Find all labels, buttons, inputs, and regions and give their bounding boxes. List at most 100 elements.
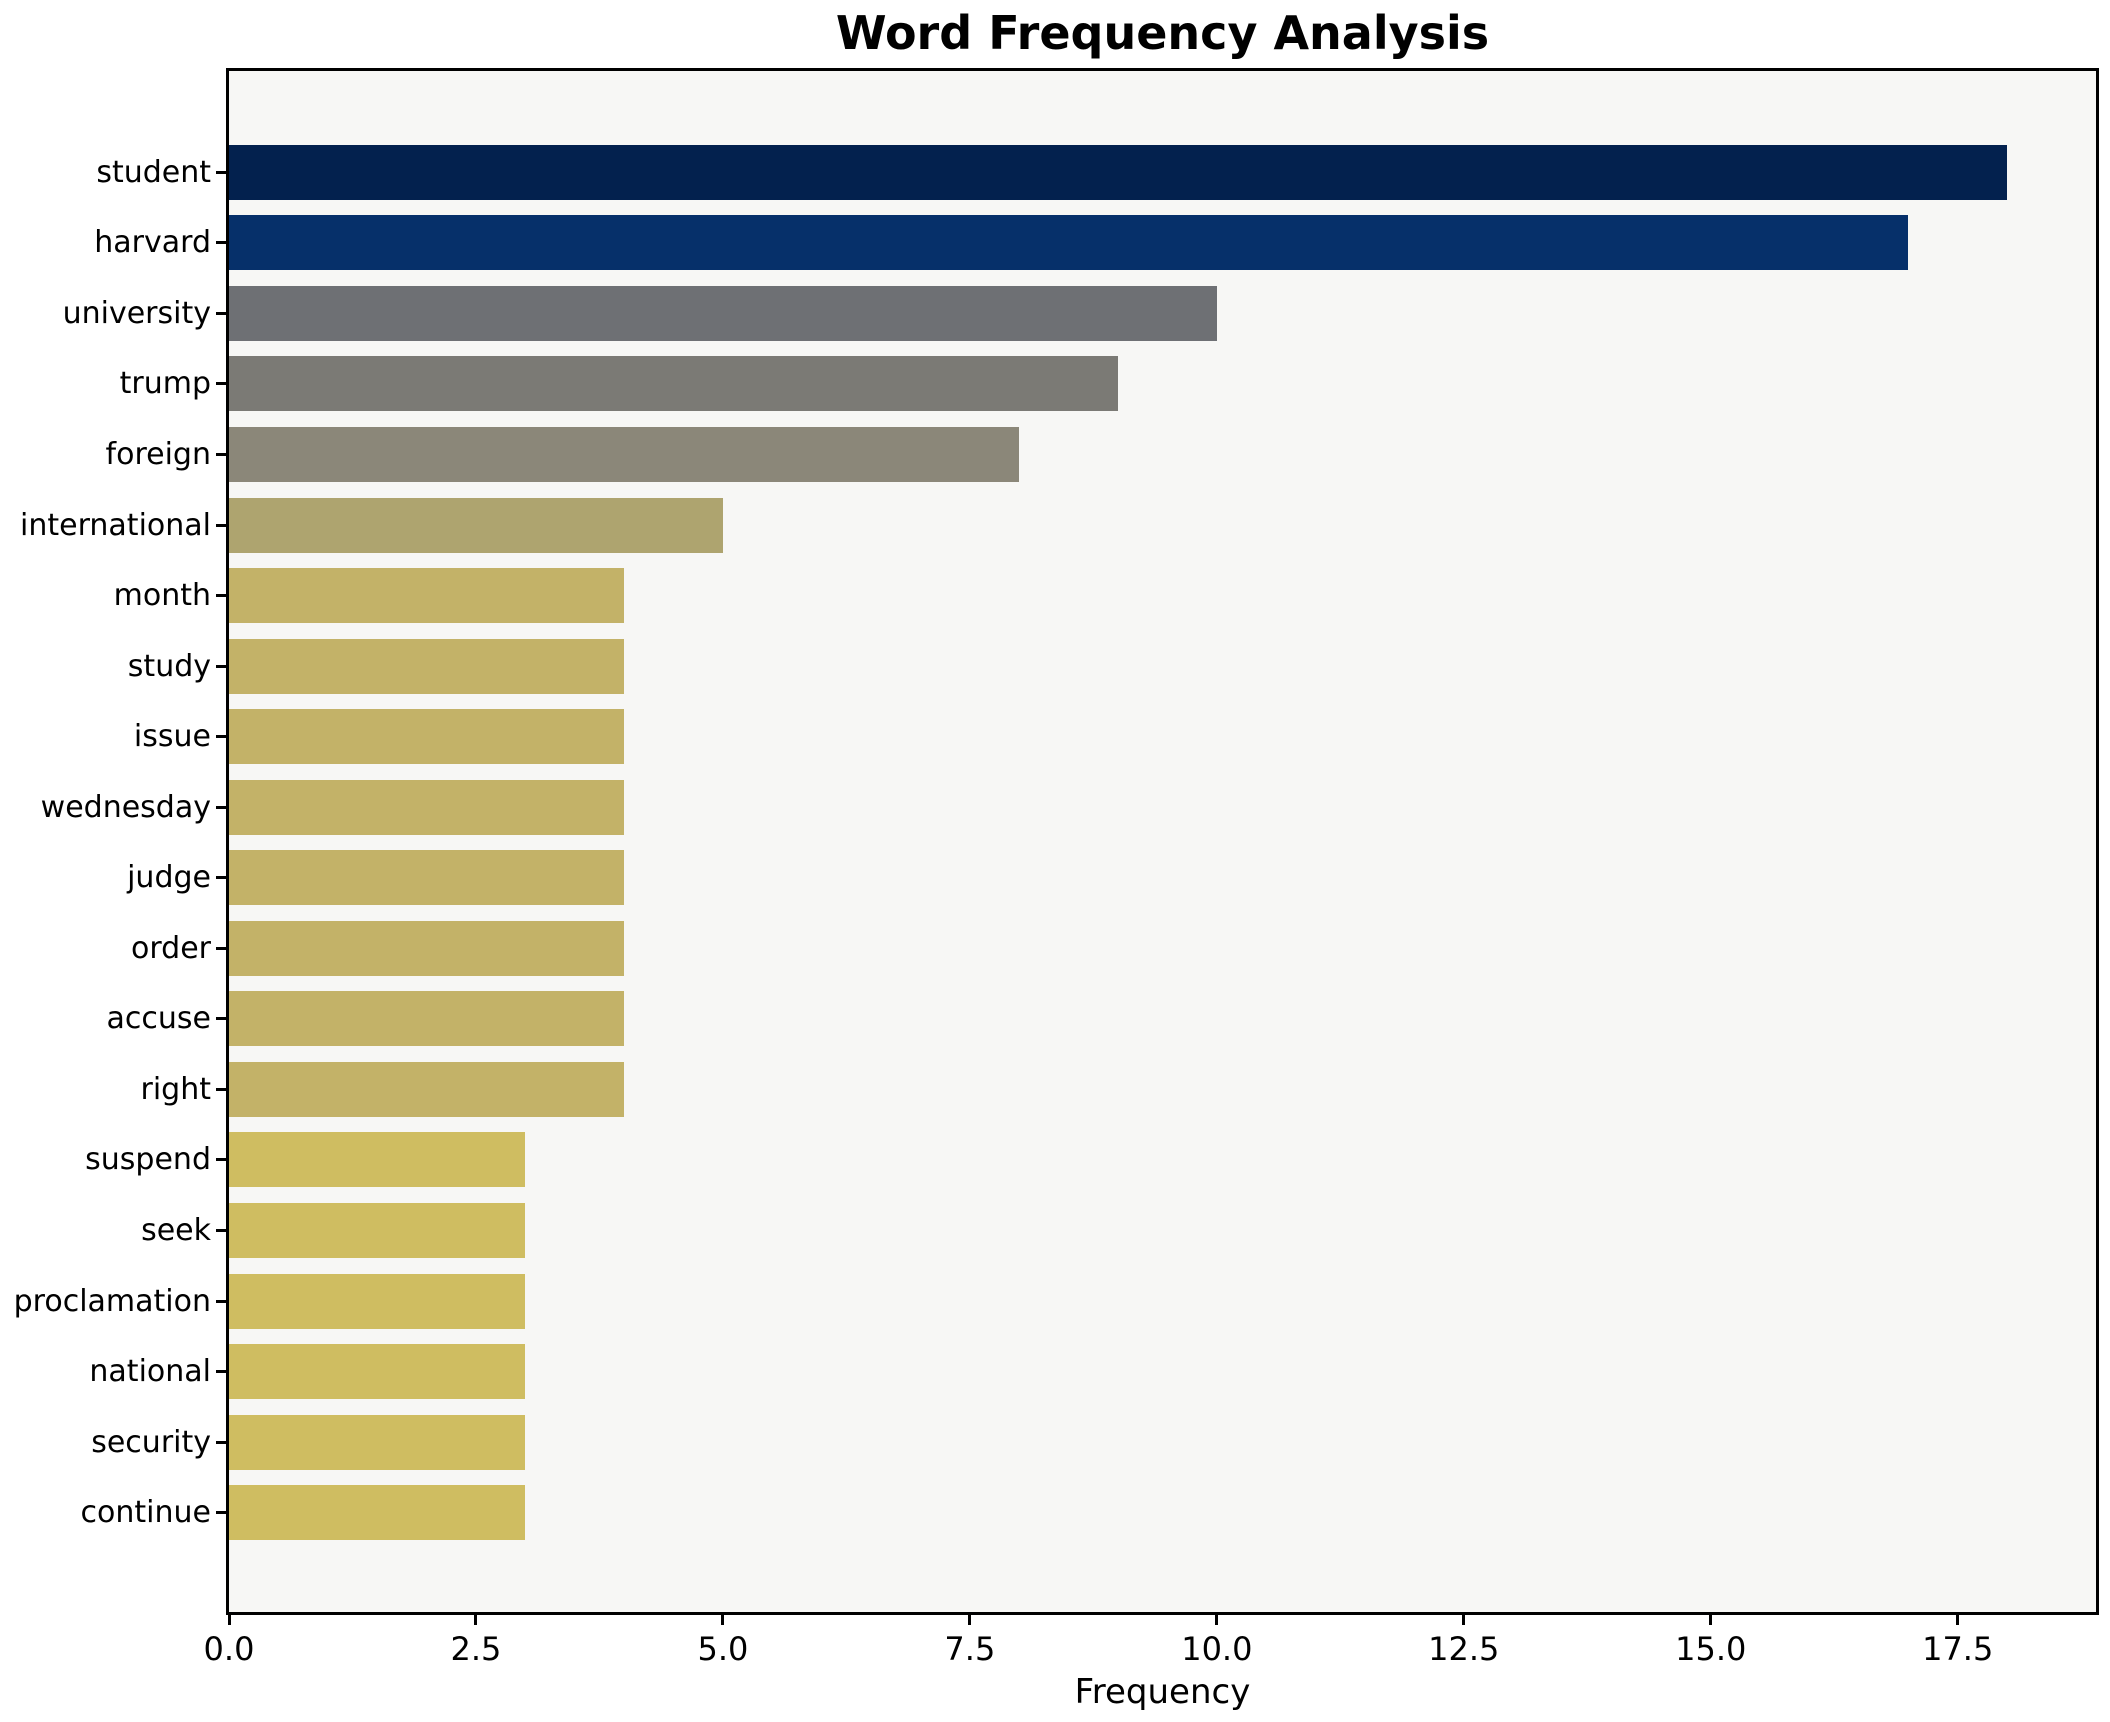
bar [229,1344,526,1400]
y-tick-label: issue [133,719,211,755]
bar-row [229,1336,2096,1407]
bar-row [229,1477,2096,1548]
y-tick-mark [216,1017,229,1021]
x-tick-mark [1462,1615,1466,1625]
y-tick-mark [216,805,229,809]
y-tick-label: international [20,507,211,543]
y-tick-mark [216,664,229,668]
y-tick-mark [216,876,229,880]
y-tick-label: security [91,1424,211,1460]
y-tick-label: proclamation [13,1283,211,1319]
x-tick-mark [1215,1615,1219,1625]
y-tick-label: order [131,930,211,966]
bar-row [229,984,2096,1055]
bar [229,991,625,1047]
bar [229,638,625,694]
bar [229,144,2008,200]
plot-area [226,68,2099,1615]
x-tick-mark [227,1615,231,1625]
y-tick-label: harvard [94,225,211,261]
bar-row [229,1054,2096,1125]
bar-row [229,419,2096,490]
y-tick-label: accuse [106,1001,211,1037]
bar [229,1203,526,1259]
bar [229,568,625,624]
bars-layer [229,71,2096,1612]
x-tick-label: 10.0 [1181,1630,1253,1668]
y-tick-label: national [89,1354,211,1390]
y-tick-mark [216,452,229,456]
bar-row [229,208,2096,279]
y-tick-mark [216,1511,229,1515]
bar-row [229,137,2096,208]
y-tick-label: student [96,154,211,190]
bar [229,426,1020,482]
bar-row [229,1407,2096,1478]
bar-row [229,1195,2096,1266]
bar-row [229,701,2096,772]
x-tick-label: 17.5 [1922,1630,1994,1668]
bar [229,215,1909,271]
y-tick-mark [216,170,229,174]
y-tick-mark [216,1087,229,1091]
x-tick-label: 15.0 [1675,1630,1747,1668]
bar-row [229,631,2096,702]
bar [229,850,625,906]
y-tick-label: study [127,648,211,684]
y-tick-mark [216,523,229,527]
bar-row [229,1125,2096,1196]
chart-title: Word Frequency Analysis [835,6,1490,60]
x-tick-mark [1956,1615,1960,1625]
bar [229,497,723,553]
y-axis-labels: student harvard university trump foreign inte… [0,71,211,1612]
bar [229,1132,526,1188]
bar-row [229,349,2096,420]
y-tick-label: month [113,578,211,614]
bar [229,920,625,976]
y-tick-mark [216,311,229,315]
y-tick-mark [216,1370,229,1374]
y-tick-mark [216,382,229,386]
bar-row [229,560,2096,631]
bar [229,1414,526,1470]
y-tick-mark [216,594,229,598]
bar-row [229,1266,2096,1337]
y-tick-mark [216,735,229,739]
y-tick-label: right [140,1071,212,1107]
y-tick-label: continue [80,1495,211,1531]
bar [229,285,1217,341]
bar [229,1273,526,1329]
x-tick-label: 5.0 [697,1630,749,1668]
y-tick-label: suspend [85,1142,211,1178]
x-tick-label: 2.5 [450,1630,502,1668]
bar [229,709,625,765]
y-tick-mark [216,946,229,950]
y-tick-label: wednesday [40,789,211,825]
y-tick-label: foreign [105,436,211,472]
x-tick-mark [968,1615,972,1625]
y-tick-mark [216,1229,229,1233]
x-tick-mark [721,1615,725,1625]
x-tick-label: 7.5 [944,1630,996,1668]
y-tick-label: university [62,295,211,331]
y-tick-label: seek [141,1213,211,1249]
bar [229,356,1119,412]
y-tick-mark [216,241,229,245]
y-tick-mark [216,1299,229,1303]
y-tick-label: trump [119,366,211,402]
bar [229,1061,625,1117]
bar [229,1485,526,1541]
bar-row [229,278,2096,349]
x-tick-label: 12.5 [1428,1630,1500,1668]
bar-row [229,843,2096,914]
bar-row [229,913,2096,984]
x-tick-mark [474,1615,478,1625]
bar-row [229,490,2096,561]
y-tick-label: judge [127,860,211,896]
x-tick-label: 0.0 [203,1630,255,1668]
y-tick-mark [216,1158,229,1162]
y-tick-mark [216,1440,229,1444]
x-tick-mark [1709,1615,1713,1625]
x-axis-title: Frequency [1074,1672,1251,1712]
